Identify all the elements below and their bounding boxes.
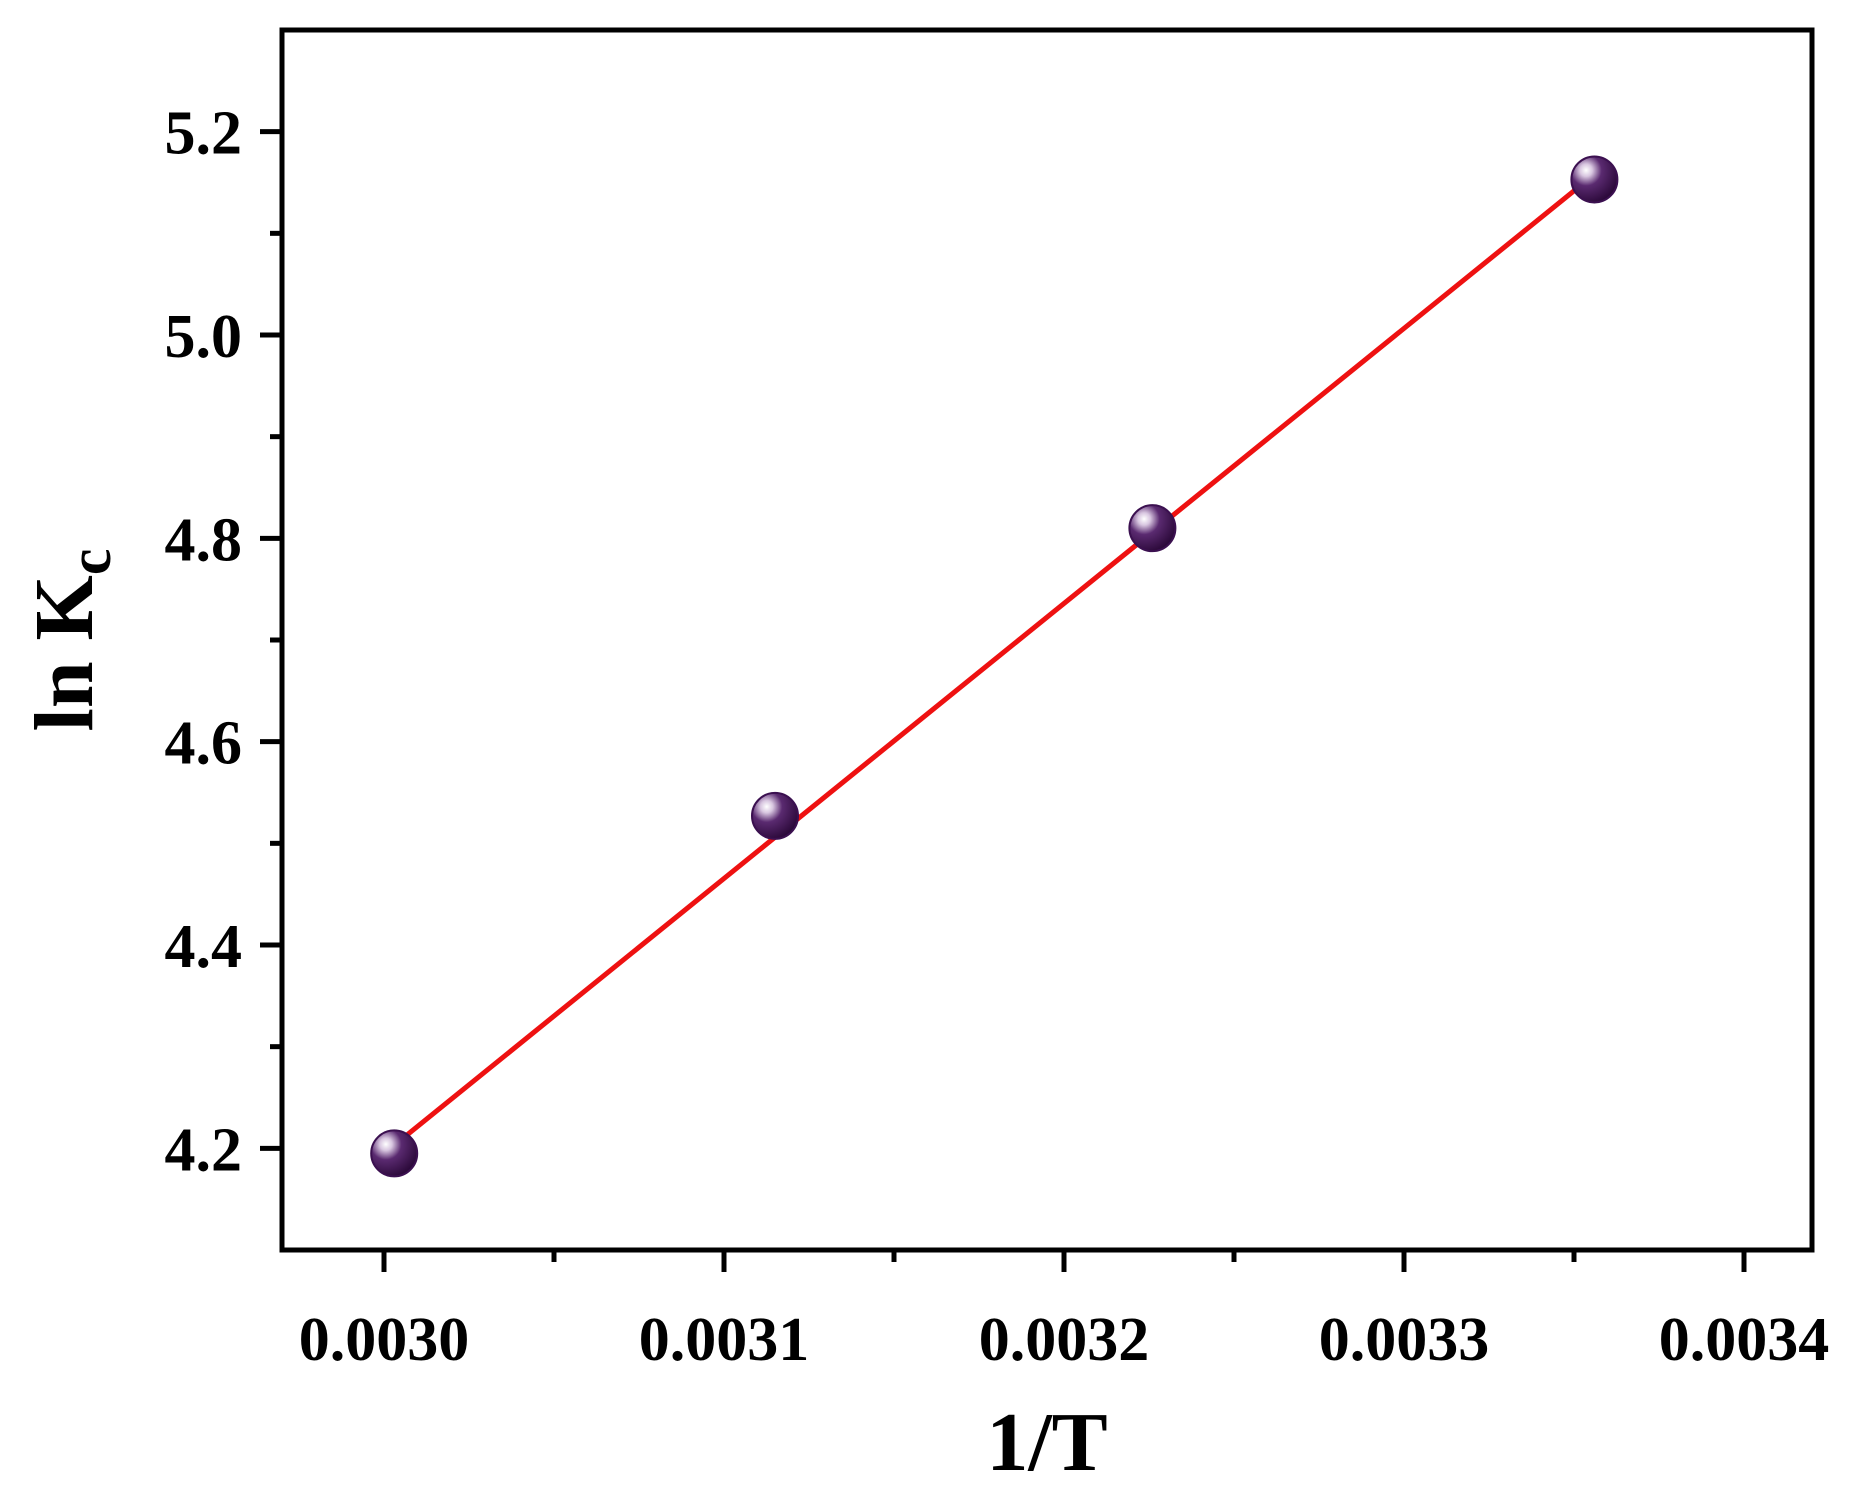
x-axis-title: 1/T <box>986 1396 1107 1489</box>
data-point-marker <box>751 791 799 840</box>
plot-frame <box>279 27 1815 1253</box>
fit-lines <box>391 171 1597 1148</box>
y-tick-label: 4.2 <box>165 1116 243 1184</box>
x-tick-label: 0.0031 <box>639 1306 810 1374</box>
y-tick-label: 4.4 <box>165 913 243 981</box>
data-point-marker <box>1128 504 1177 553</box>
data-point <box>1128 504 1177 553</box>
fit-line <box>391 171 1597 1148</box>
x-tick-label: 0.0030 <box>299 1306 470 1374</box>
y-tick-label: 4.8 <box>165 506 243 574</box>
data-point <box>370 1129 419 1178</box>
data-point <box>751 791 799 840</box>
x-tick-label: 0.0034 <box>1659 1306 1830 1374</box>
x-tick-label: 0.0033 <box>1319 1306 1490 1374</box>
y-tick-label: 4.6 <box>165 710 243 778</box>
y-tick-label: 5.2 <box>165 100 243 168</box>
axes <box>279 27 1815 1253</box>
y-tick-label: 5.0 <box>165 303 243 371</box>
data-points <box>370 155 1619 1178</box>
data-point <box>1570 155 1619 204</box>
labels: 0.0030 0.0031 0.0032 0.0033 0.0034 4.2 4.4 4.6 4… <box>18 100 1829 1489</box>
data-point-marker <box>1570 155 1619 204</box>
ticks <box>260 129 1747 1272</box>
y-axis-title: ln Kc <box>18 548 123 731</box>
y-axis-title-main: ln K <box>18 575 111 731</box>
x-tick-label: 0.0032 <box>979 1306 1150 1374</box>
y-axis-title-subscript: c <box>57 548 123 575</box>
data-point-marker <box>370 1129 419 1178</box>
